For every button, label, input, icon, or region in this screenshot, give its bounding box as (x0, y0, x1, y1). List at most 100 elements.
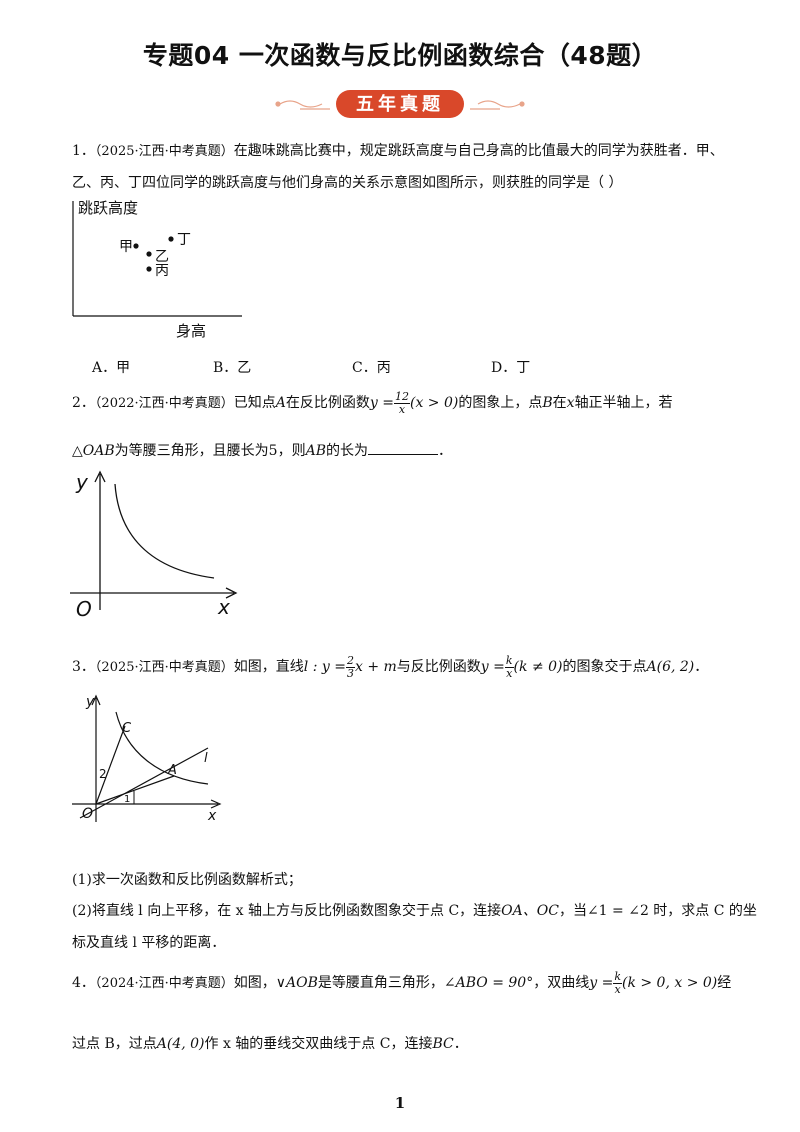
page-number: 1 (394, 1094, 406, 1112)
question-text: 如图， (233, 975, 276, 991)
question-text: 的图象上，点 (458, 395, 543, 411)
segment-label: BC (432, 1036, 454, 1052)
function-condition: (k ≠ 0) (513, 659, 563, 675)
question-text: 已知点 (233, 395, 276, 411)
fraction-numerator: k (613, 969, 622, 984)
q3-point-c-label: C (122, 721, 132, 736)
question-text: 的图象交于点 (562, 659, 647, 675)
q1-option-c[interactable]: C．丙 (352, 360, 391, 376)
q1-point-ding (168, 236, 174, 242)
function-lhs: y = (589, 975, 614, 991)
question-text: 是等腰直角三角形， (317, 975, 444, 991)
question-3-line-1: 3．（2025·江西·中考真题）如图，直线l : y = 2 3 x + m与反比例函… (72, 652, 708, 683)
q1-option-d[interactable]: D．丁 (491, 360, 531, 376)
question-1-line-1: 1．（2025·江西·中考真题）在趣味跳高比赛中，规定跳跃高度与自己身高的比值最… (72, 141, 724, 162)
question-number: 1． (72, 143, 95, 159)
question-text: ，双曲线 (533, 975, 590, 991)
q1-point-bing (146, 266, 152, 272)
q1-figure: 跳跃高度 身高 甲 乙 丙 丁 (72, 199, 242, 340)
q2-x-arrow (225, 587, 238, 599)
segments-label: OA、OC (501, 903, 559, 919)
question-text: ． (453, 1036, 468, 1052)
question-1-line-2: 乙、丙、丁四位同学的跳跃高度与他们身高的关系示意图如图所示，则获胜的同学是（ ） (72, 175, 623, 191)
q1-option-b[interactable]: B．乙 (213, 360, 252, 376)
question-source: （2025·江西·中考真题） (94, 660, 234, 675)
question-text: 过点 B，过点 (72, 1036, 157, 1052)
question-source: （2025·江西·中考真题） (94, 144, 234, 159)
triangle-label: △OAB (72, 443, 115, 459)
fraction-denominator: 3 (346, 666, 354, 680)
q2-x-label: x (217, 595, 230, 619)
question-source: （2022·江西·中考真题） (94, 396, 234, 411)
question-text: 作 x 轴的垂线交双曲线于点 C，连接 (204, 1036, 433, 1052)
q3-x-label: x (207, 808, 217, 824)
segment-label: AB (305, 443, 326, 459)
banner-badge (336, 90, 464, 118)
x-var: x (566, 395, 575, 411)
q3-hyperbola (115, 711, 209, 785)
q3-angle-1-label: 1 (124, 794, 130, 805)
fraction-numerator: 2 (345, 653, 355, 668)
q3-figure: y x O C A l 2 1 (72, 694, 222, 824)
point-a-coords: A(4, 0) (156, 1036, 205, 1052)
question-4-line-2: 过点 B，过点A(4, 0)作 x 轴的垂线交双曲线于点 C，连接BC． (72, 1034, 468, 1054)
q2-y-label: y (75, 470, 89, 494)
question-text: 在趣味跳高比赛中，规定跳跃高度与自己身高的比值最大的同学为获胜者．甲、 (233, 143, 724, 159)
question-text: 在 (552, 395, 567, 411)
fraction-denominator: x (614, 982, 621, 996)
question-number: 3． (72, 659, 95, 675)
question-number: 4． (72, 975, 95, 991)
function-condition: (k > 0, x > 0) (621, 975, 718, 991)
q1-label-ding: 丁 (177, 232, 191, 248)
q2-y-arrow (94, 470, 106, 483)
fraction-denominator: x (506, 666, 513, 680)
point-b-label: B (542, 395, 553, 411)
q1-point-jia (133, 243, 139, 249)
question-text: 如图，直线 (233, 659, 304, 675)
q3-subquestion-2-line-2: 标及直线 l 平移的距离． (72, 935, 226, 951)
fraction-denominator: x (398, 402, 406, 416)
point-a-coords: A(6, 2) (646, 659, 695, 675)
q3-subquestion-1: (1)求一次函数和反比例函数解析式； (72, 872, 302, 888)
q3-y-label: y (85, 694, 95, 710)
q2-hyperbola (114, 483, 215, 579)
section-banner: 五年真题 (275, 90, 525, 118)
page-title: 专题04 一次函数与反比例函数综合（48题） (142, 41, 658, 70)
point-a-label: A (275, 395, 286, 411)
q3-point-a-label: A (167, 763, 177, 778)
q1-ylabel: 跳跃高度 (78, 199, 138, 217)
q3-line-l-label: l (204, 751, 208, 766)
question-text: ，当∠1 = ∠2 时，求点 C 的坐 (558, 903, 757, 919)
q3-angle-2-label: 2 (99, 767, 107, 781)
question-text: 经 (717, 975, 732, 991)
question-text: 在反比例函数 (285, 395, 370, 411)
q1-point-yi (146, 251, 152, 257)
q1-xlabel: 身高 (176, 322, 206, 340)
q1-option-a[interactable]: A．甲 (92, 360, 131, 376)
q3-origin-label: O (82, 806, 93, 822)
q3-subquestion-2-line-1: (2)将直线 l 向上平移，在 x 轴上方与反比例函数图象交于点 C，连接OA、… (72, 901, 757, 921)
q3-x-arrow (210, 799, 222, 809)
q2-figure: y x O (70, 470, 238, 621)
question-text: 的长为 (325, 443, 368, 459)
function-condition: (x > 0) (410, 395, 459, 411)
q2-origin-label: O (76, 597, 92, 621)
triangle-label: ∨AOB (275, 975, 318, 991)
q3-segment-oa (95, 775, 175, 805)
question-text: ． (694, 659, 709, 675)
question-text: (2)将直线 l 向上平移，在 x 轴上方与反比例函数图象交于点 C，连接 (72, 903, 502, 919)
function-lhs: y = (480, 659, 505, 675)
q3-line-l (79, 747, 209, 819)
question-4-line-1: 4．（2024·江西·中考真题）如图，∨AOB是等腰直角三角形，∠ABO = 9… (72, 968, 731, 999)
question-text: 轴正半轴上，若 (574, 395, 673, 411)
question-text: 与反比例函数 (396, 659, 481, 675)
question-2-line-2: △OAB为等腰三角形，且腰长为5，则AB的长为 ． (72, 440, 452, 461)
q3-segment-oc (95, 725, 126, 805)
q1-label-yi: 乙 (155, 249, 169, 265)
q1-label-jia: 甲 (119, 239, 133, 255)
line-equation-lhs: l : y = (303, 659, 346, 675)
answer-blank[interactable] (367, 440, 438, 455)
